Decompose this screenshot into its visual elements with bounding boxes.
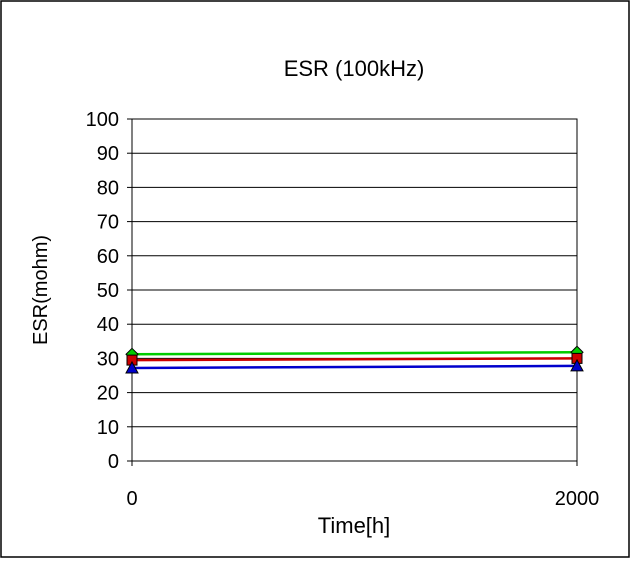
grid-lines bbox=[127, 118, 577, 462]
x-tick-label: 2000 bbox=[555, 488, 600, 510]
x-axis-tick-labels: 0 2000 bbox=[126, 461, 599, 510]
y-tick-label: 10 bbox=[97, 417, 119, 439]
y-tick-label: 50 bbox=[97, 280, 119, 302]
y-axis-label: ESR(mohm) bbox=[30, 235, 52, 345]
y-tick-label: 70 bbox=[97, 212, 119, 234]
x-tick-label: 0 bbox=[126, 488, 137, 510]
data-series bbox=[125, 345, 584, 374]
x-axis-label: Time[h] bbox=[318, 513, 391, 538]
series-line bbox=[131, 350, 578, 356]
series-line bbox=[131, 357, 578, 362]
y-tick-label: 30 bbox=[97, 348, 119, 370]
y-tick-label: 40 bbox=[97, 314, 119, 336]
y-tick-label: 0 bbox=[108, 451, 119, 473]
y-tick-label: 20 bbox=[97, 383, 119, 405]
chart-title: ESR (100kHz) bbox=[284, 56, 425, 81]
y-tick-label: 60 bbox=[97, 246, 119, 268]
y-axis-tick-labels: 0 10 20 30 40 50 60 70 80 90 100 bbox=[86, 109, 119, 473]
y-tick-label: 100 bbox=[86, 109, 119, 131]
series-line bbox=[131, 364, 578, 370]
y-tick-label: 90 bbox=[97, 143, 119, 165]
data-point-triangle bbox=[125, 360, 139, 374]
data-point-triangle bbox=[570, 358, 584, 372]
y-tick-label: 80 bbox=[97, 177, 119, 199]
